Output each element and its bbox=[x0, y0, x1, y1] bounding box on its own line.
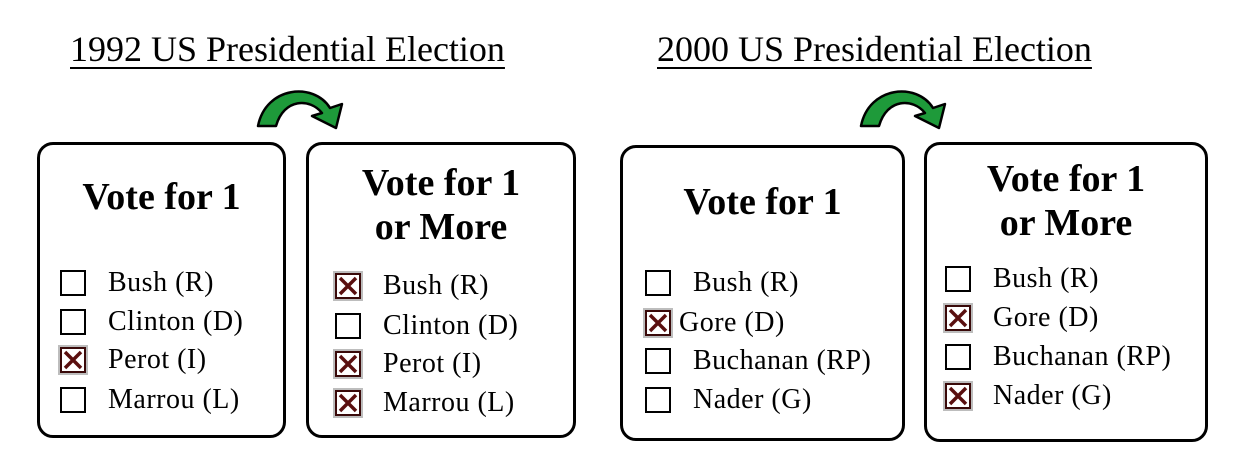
checkbox-checked[interactable] bbox=[335, 351, 361, 377]
option-label: Marrou (L) bbox=[108, 384, 240, 415]
checkbox[interactable] bbox=[945, 266, 971, 292]
option-label: Marrou (L) bbox=[383, 387, 515, 418]
ballot-2000-vote-for-one-or-more: Vote for 1 or More Bush (R) Gore (D) Buc… bbox=[924, 142, 1208, 442]
ballot-title: Vote for 1 or More bbox=[361, 162, 521, 248]
option-label: Buchanan (RP) bbox=[693, 345, 872, 376]
option-label: Perot (I) bbox=[108, 344, 207, 375]
option-gore[interactable]: Gore (D) bbox=[645, 307, 785, 338]
checkbox[interactable] bbox=[945, 344, 971, 370]
ballot-title: Vote for 1 bbox=[82, 176, 241, 218]
option-label: Clinton (D) bbox=[383, 310, 519, 341]
option-bush[interactable]: Bush (R) bbox=[335, 270, 489, 301]
option-buchanan[interactable]: Buchanan (RP) bbox=[645, 345, 872, 376]
option-perot[interactable]: Perot (I) bbox=[335, 348, 482, 379]
option-marrou[interactable]: Marrou (L) bbox=[335, 387, 515, 418]
ballot-title: Vote for 1 bbox=[683, 181, 842, 223]
checkbox-checked[interactable] bbox=[335, 273, 361, 299]
option-label: Nader (G) bbox=[693, 384, 812, 415]
option-label: Nader (G) bbox=[993, 380, 1112, 411]
option-label: Perot (I) bbox=[383, 348, 482, 379]
option-label: Clinton (D) bbox=[108, 306, 244, 337]
option-nader[interactable]: Nader (G) bbox=[645, 384, 812, 415]
checkbox-checked[interactable] bbox=[645, 310, 671, 336]
option-bush[interactable]: Bush (R) bbox=[945, 263, 1099, 294]
checkbox-checked[interactable] bbox=[945, 305, 971, 331]
option-buchanan[interactable]: Buchanan (RP) bbox=[945, 341, 1172, 372]
option-marrou[interactable]: Marrou (L) bbox=[60, 384, 240, 415]
checkbox[interactable] bbox=[60, 270, 86, 296]
checkbox-checked[interactable] bbox=[335, 390, 361, 416]
section-title-2000: 2000 US Presidential Election bbox=[657, 29, 1092, 69]
checkbox[interactable] bbox=[60, 387, 86, 413]
checkbox-checked[interactable] bbox=[60, 347, 86, 373]
ballot-2000-vote-for-one: Vote for 1 Bush (R) Gore (D) Buchanan (R… bbox=[620, 145, 905, 441]
x-mark-icon bbox=[338, 393, 358, 413]
option-label: Bush (R) bbox=[993, 263, 1099, 294]
checkbox[interactable] bbox=[60, 309, 86, 335]
option-nader[interactable]: Nader (G) bbox=[945, 380, 1112, 411]
option-clinton[interactable]: Clinton (D) bbox=[60, 306, 244, 337]
option-label: Buchanan (RP) bbox=[993, 341, 1172, 372]
ballot-1992-vote-for-one: Vote for 1 Bush (R) Clinton (D) Perot (I… bbox=[37, 142, 286, 438]
x-mark-icon bbox=[648, 313, 668, 333]
option-label: Bush (R) bbox=[693, 267, 799, 298]
ballot-1992-vote-for-one-or-more: Vote for 1 or More Bush (R) Clinton (D) … bbox=[306, 142, 576, 438]
section-title-1992: 1992 US Presidential Election bbox=[70, 29, 505, 69]
option-label: Bush (R) bbox=[108, 267, 214, 298]
curved-arrow-icon bbox=[859, 90, 947, 130]
checkbox[interactable] bbox=[645, 387, 671, 413]
option-label: Bush (R) bbox=[383, 270, 489, 301]
x-mark-icon bbox=[338, 276, 358, 296]
x-mark-icon bbox=[338, 354, 358, 374]
x-mark-icon bbox=[63, 350, 83, 370]
option-gore[interactable]: Gore (D) bbox=[945, 302, 1099, 333]
checkbox[interactable] bbox=[335, 313, 361, 339]
ballot-title: Vote for 1 or More bbox=[986, 158, 1146, 244]
option-perot[interactable]: Perot (I) bbox=[60, 344, 207, 375]
curved-arrow-icon bbox=[256, 90, 344, 130]
checkbox[interactable] bbox=[645, 270, 671, 296]
checkbox-checked[interactable] bbox=[945, 383, 971, 409]
x-mark-icon bbox=[948, 386, 968, 406]
option-clinton[interactable]: Clinton (D) bbox=[335, 310, 519, 341]
option-bush[interactable]: Bush (R) bbox=[60, 267, 214, 298]
x-mark-icon bbox=[948, 308, 968, 328]
checkbox[interactable] bbox=[645, 348, 671, 374]
option-label: Gore (D) bbox=[679, 307, 785, 338]
option-label: Gore (D) bbox=[993, 302, 1099, 333]
option-bush[interactable]: Bush (R) bbox=[645, 267, 799, 298]
